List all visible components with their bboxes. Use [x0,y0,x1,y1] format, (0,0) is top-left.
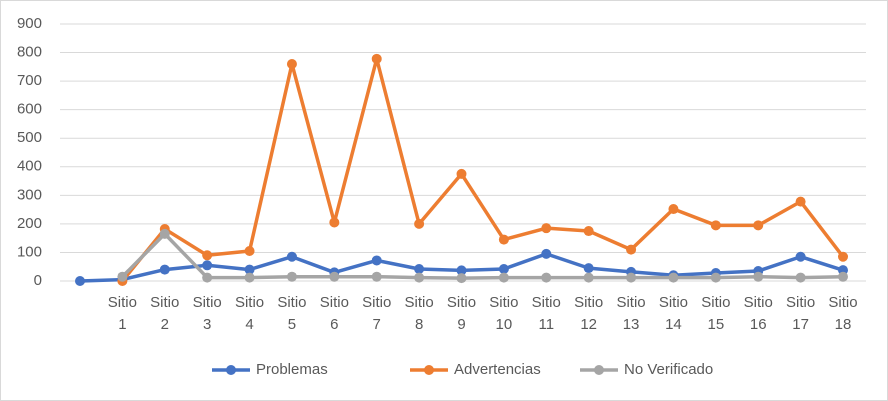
data-point [159,264,170,275]
data-point [498,272,509,283]
data-point [583,272,594,283]
y-tick-label: 300 [17,186,42,203]
y-tick-label: 200 [17,215,42,232]
data-point [244,264,255,275]
data-point [795,272,806,283]
data-point [838,251,848,262]
x-tick-label: Sitio 3 [192,294,222,333]
y-tick-label: 0 [34,272,42,289]
x-tick-label: Sitio 1 [107,294,137,333]
y-tick-label: 600 [17,101,42,118]
data-point [414,264,425,275]
data-point [753,271,764,282]
data-point [456,273,467,284]
data-point [286,251,297,262]
x-tick-label: Sitio 6 [319,294,349,333]
legend-marker [594,365,604,375]
x-tick-label: Sitio 18 [828,294,858,333]
x-tick-label: Sitio 14 [658,294,689,333]
legend-marker [226,365,236,375]
data-point [498,234,509,245]
x-tick-label: Sitio 5 [277,294,307,333]
data-point [710,220,721,231]
x-tick-label: Sitio 10 [489,294,519,333]
data-point [795,251,806,262]
x-tick-label: Sitio 17 [786,294,816,333]
y-tick-label: 400 [17,158,42,175]
y-tick-label: 100 [17,243,42,260]
x-tick-label: Sitio 12 [574,294,604,333]
data-point [371,271,382,282]
data-point [541,272,552,283]
legend-label: No Verificado [624,361,713,378]
data-point [626,272,637,283]
data-point [626,244,637,255]
legend-label: Problemas [256,361,328,378]
data-point [329,271,340,282]
data-point [710,272,721,283]
data-point [541,223,552,234]
data-point [668,204,679,215]
data-point [583,226,594,237]
data-point [329,217,340,228]
data-point [541,248,552,259]
x-tick-label: Sitio 7 [362,294,392,333]
data-point [583,263,594,274]
x-tick-label: Sitio 4 [234,294,265,333]
y-tick-label: 800 [17,44,42,61]
data-point [159,228,170,239]
data-point [117,271,128,282]
y-tick-label: 700 [17,72,42,89]
x-tick-label: Sitio 13 [616,294,646,333]
legend-marker [424,365,434,375]
data-point [456,168,467,179]
x-tick-label: Sitio 11 [531,294,561,333]
x-tick-label: Sitio 9 [446,294,477,333]
data-point [202,250,213,261]
x-tick-label: Sitio 16 [743,294,773,333]
data-point [371,53,382,64]
y-tick-label: 500 [17,129,42,146]
data-point [244,246,255,257]
data-point [668,272,679,283]
data-point [838,271,848,282]
data-point [75,276,85,286]
data-point [371,255,382,266]
data-point [202,272,213,283]
series-line [121,232,844,280]
x-tick-label: Sitio 8 [404,294,434,333]
data-point [286,271,297,282]
series-line [121,57,845,283]
data-point [244,272,255,283]
x-tick-label: Sitio 2 [150,294,180,333]
data-point [202,260,213,271]
y-tick-label: 900 [17,15,42,32]
data-point [795,196,806,207]
data-point [498,264,509,275]
data-point [286,58,297,69]
data-point [456,265,467,276]
x-tick-label: Sitio 15 [701,294,731,333]
data-point [753,220,764,231]
legend-label: Advertencias [454,361,541,378]
data-point [414,218,425,229]
data-point [414,272,425,283]
